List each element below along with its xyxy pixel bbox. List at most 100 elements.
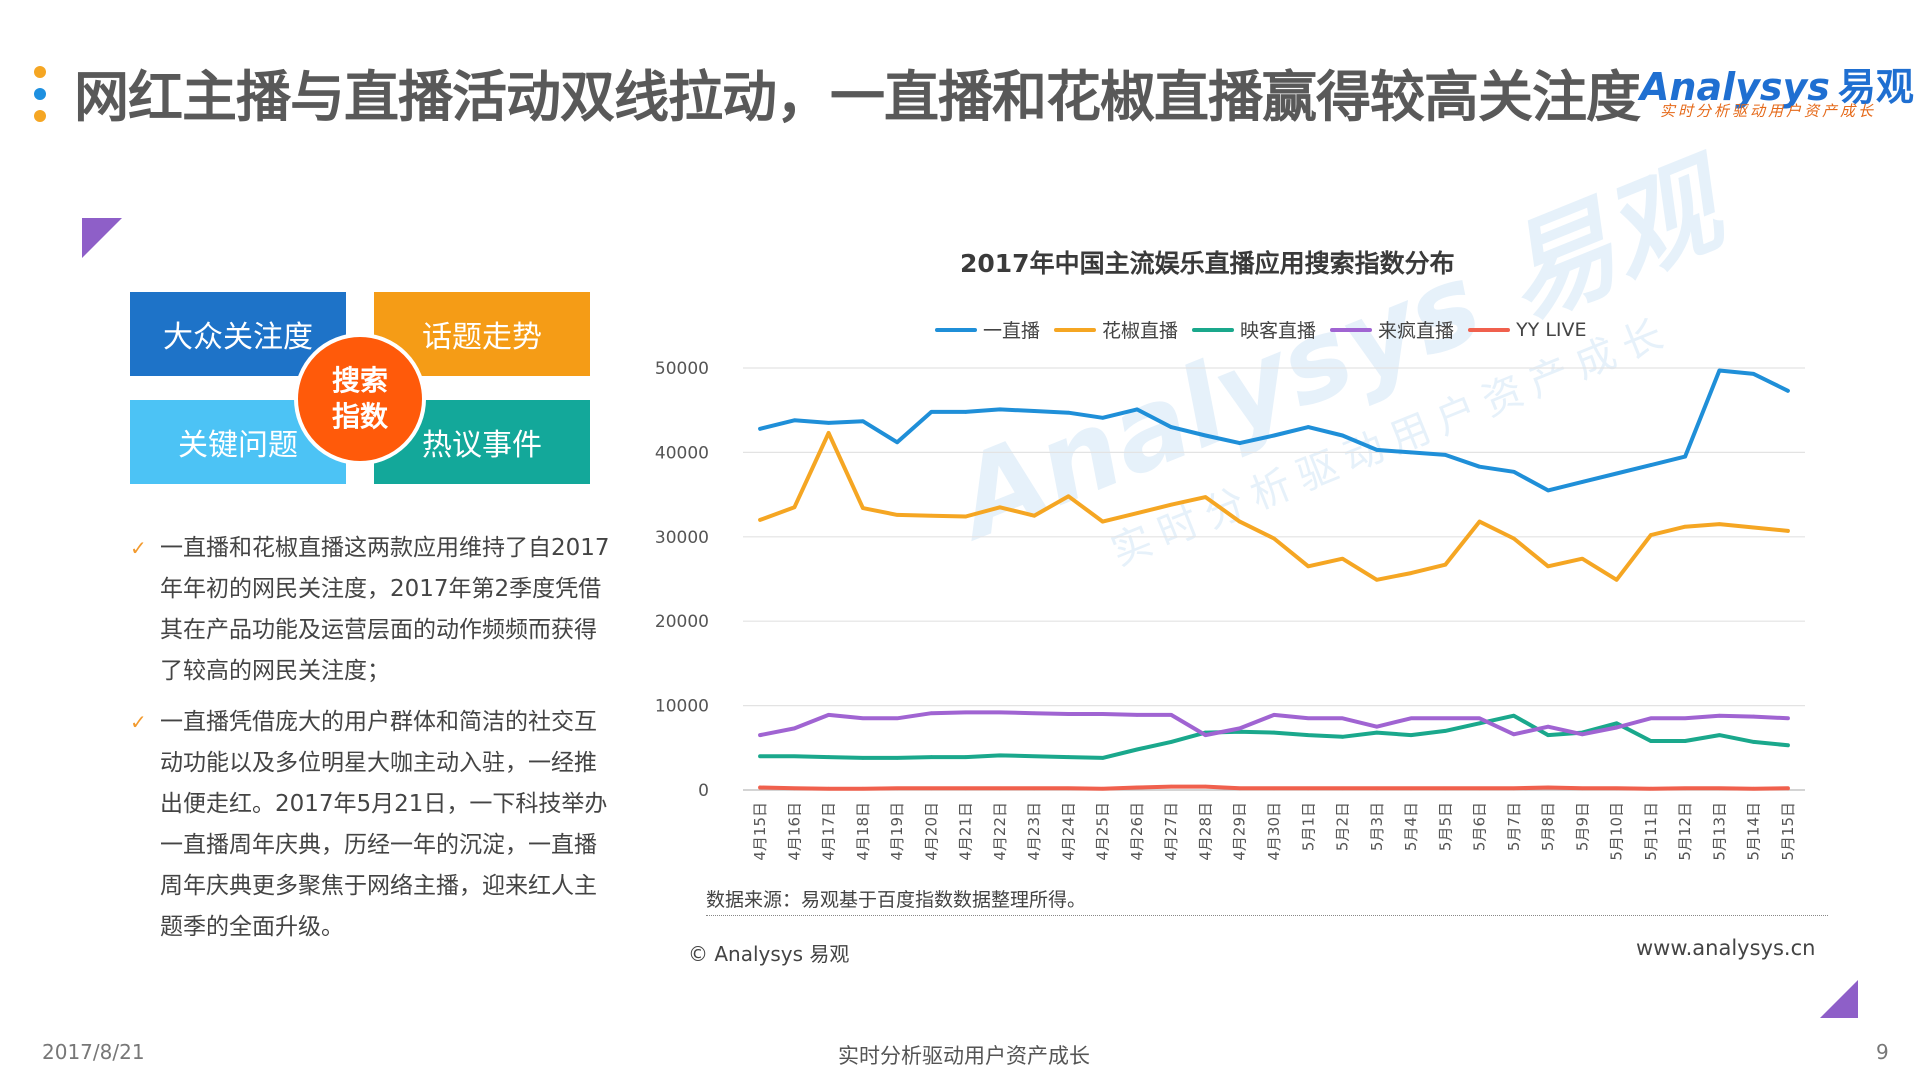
x-tick-label: 4月28日 bbox=[1196, 802, 1214, 861]
chart-title: 2017年中国主流娱乐直播应用搜索指数分布 bbox=[960, 249, 1455, 278]
data-point bbox=[1237, 441, 1242, 445]
data-point bbox=[1169, 425, 1174, 429]
data-point bbox=[1717, 713, 1722, 718]
legend-swatch bbox=[1330, 327, 1373, 332]
x-tick-label: 4月27日 bbox=[1162, 802, 1180, 861]
data-point bbox=[1169, 784, 1174, 789]
data-point bbox=[1340, 556, 1345, 561]
data-point bbox=[929, 513, 934, 518]
data-point bbox=[1374, 786, 1379, 791]
brand-logo-text: Analysys bbox=[1640, 65, 1830, 109]
data-point bbox=[1751, 525, 1756, 530]
footer-date: 2017/8/21 bbox=[42, 1040, 145, 1064]
y-tick-label: 50000 bbox=[655, 359, 709, 379]
check-icon: ✓ bbox=[130, 710, 147, 734]
x-tick-label: 5月2日 bbox=[1334, 802, 1352, 851]
data-point bbox=[1477, 716, 1482, 721]
data-point bbox=[792, 418, 797, 423]
box-public-attention-label: 大众关注度 bbox=[163, 320, 313, 355]
data-point bbox=[895, 716, 899, 721]
data-point bbox=[1683, 739, 1687, 743]
data-point bbox=[1409, 716, 1413, 721]
data-point bbox=[1032, 711, 1036, 715]
data-point bbox=[1306, 786, 1311, 791]
data-point bbox=[1751, 740, 1756, 744]
data-point bbox=[1100, 415, 1105, 420]
data-point bbox=[1066, 494, 1071, 499]
data-point bbox=[1237, 519, 1242, 524]
legend-item[interactable]: 一直播 bbox=[935, 316, 1040, 343]
copyright-text: © Analysys 易观 bbox=[688, 942, 850, 966]
data-point bbox=[1032, 754, 1036, 759]
data-point bbox=[1374, 730, 1379, 735]
box-topic-trend-label: 话题走势 bbox=[422, 320, 542, 355]
page-number: 9 bbox=[1876, 1040, 1889, 1064]
data-point bbox=[1649, 716, 1653, 721]
legend-swatch bbox=[1054, 327, 1097, 332]
data-point bbox=[1614, 471, 1619, 476]
x-tick-label: 5月11日 bbox=[1642, 802, 1660, 861]
data-point bbox=[861, 419, 865, 423]
data-point bbox=[1546, 488, 1550, 493]
data-point bbox=[1580, 732, 1585, 737]
data-point bbox=[1066, 786, 1071, 791]
bullet-item-1: ✓ 一直播和花椒直播这两款应用维持了自2017年年初的网民关注度，2017年第2… bbox=[130, 528, 610, 692]
x-tick-label: 4月24日 bbox=[1059, 802, 1077, 861]
x-tick-label: 4月16日 bbox=[785, 802, 803, 861]
data-point bbox=[1683, 786, 1687, 791]
data-point bbox=[1786, 743, 1790, 748]
data-point bbox=[1272, 713, 1276, 717]
x-tick-label: 5月10日 bbox=[1608, 802, 1626, 861]
data-point bbox=[792, 754, 797, 759]
legend-item[interactable]: 花椒直播 bbox=[1054, 316, 1178, 343]
data-point bbox=[1683, 716, 1687, 721]
dot-orange-2 bbox=[34, 110, 46, 122]
x-tick-label: 4月15日 bbox=[751, 802, 769, 861]
data-point bbox=[963, 755, 968, 759]
data-point bbox=[1614, 578, 1619, 582]
data-point bbox=[1135, 747, 1139, 752]
data-point bbox=[1100, 712, 1105, 716]
data-point bbox=[1546, 564, 1550, 569]
data-point bbox=[1272, 433, 1276, 438]
data-point bbox=[963, 786, 968, 791]
data-point bbox=[895, 440, 899, 445]
data-point bbox=[1237, 726, 1242, 731]
hub-line-1: 搜索 bbox=[331, 364, 388, 397]
x-tick-label: 5月15日 bbox=[1779, 802, 1797, 861]
data-point bbox=[1614, 786, 1619, 791]
bullet-list: ✓ 一直播和花椒直播这两款应用维持了自2017年年初的网民关注度，2017年第2… bbox=[130, 528, 610, 958]
data-point bbox=[998, 407, 1002, 412]
data-point bbox=[1203, 733, 1208, 737]
legend-item[interactable]: YY LIVE bbox=[1468, 316, 1587, 343]
x-tick-label: 5月4日 bbox=[1402, 802, 1420, 851]
data-point bbox=[1477, 464, 1482, 469]
data-point bbox=[1477, 519, 1482, 524]
corner-triangle-top-left bbox=[82, 218, 122, 258]
data-point bbox=[826, 713, 831, 717]
legend-item[interactable]: 映客直播 bbox=[1192, 316, 1316, 343]
x-tick-label: 4月18日 bbox=[854, 802, 872, 861]
y-tick-label: 40000 bbox=[655, 443, 709, 463]
data-point bbox=[1203, 495, 1208, 499]
legend-item[interactable]: 来疯直播 bbox=[1330, 316, 1454, 343]
data-point bbox=[1032, 409, 1036, 413]
data-point bbox=[1580, 480, 1585, 484]
data-point bbox=[998, 786, 1002, 791]
data-point bbox=[1340, 735, 1345, 739]
data-point bbox=[1614, 725, 1619, 730]
data-point bbox=[758, 733, 762, 737]
data-point bbox=[1066, 712, 1071, 716]
data-point bbox=[1580, 786, 1585, 791]
data-point bbox=[1546, 733, 1550, 737]
website-link[interactable]: www.analysys.cn bbox=[1636, 936, 1816, 960]
data-point bbox=[758, 518, 762, 522]
data-point bbox=[1409, 571, 1413, 575]
data-point bbox=[1649, 463, 1653, 467]
data-point bbox=[1751, 786, 1756, 791]
x-tick-label: 4月29日 bbox=[1231, 802, 1249, 861]
x-tick-label: 5月13日 bbox=[1710, 802, 1728, 861]
data-point bbox=[1683, 524, 1687, 529]
box-hot-events-label: 热议事件 bbox=[422, 428, 542, 463]
data-point bbox=[826, 431, 831, 435]
